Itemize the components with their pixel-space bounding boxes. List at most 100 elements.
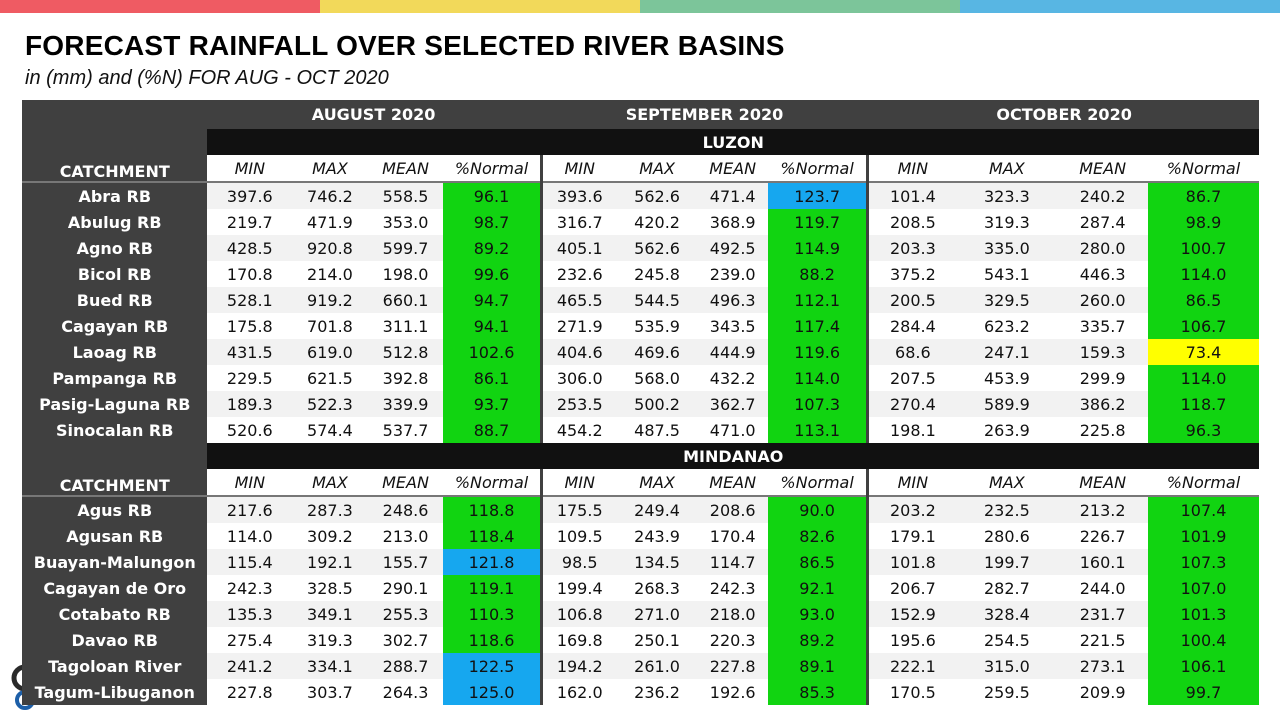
basin-name: Abra RB: [22, 181, 208, 209]
value-cell: 241.2: [207, 653, 293, 679]
table-row: Agusan RB 114.0 309.2 213.0 118.4 109.5 243.9 1…: [22, 523, 1259, 549]
percent-normal-cell: 119.6: [767, 339, 868, 365]
value-cell: 244.0: [1057, 575, 1148, 601]
basin-name: Cagayan de Oro: [22, 575, 208, 601]
value-cell: 170.8: [207, 261, 293, 287]
table-row: Davao RB 275.4 319.3 302.7 118.6 169.8 250.1 22…: [22, 627, 1259, 653]
catchment-header-block: CATCHMENT: [22, 100, 208, 182]
percent-normal-cell: 92.1: [767, 575, 868, 601]
percent-normal-cell: 114.0: [1147, 365, 1259, 391]
value-cell: 206.7: [866, 575, 957, 601]
value-cell: 222.1: [866, 653, 957, 679]
basin-name: Cagayan RB: [22, 313, 208, 339]
percent-normal-cell: 100.4: [1147, 627, 1259, 653]
value-cell: 198.0: [367, 261, 444, 287]
value-cell: 454.2: [539, 417, 617, 443]
column-header: MEAN: [697, 469, 768, 496]
column-header: MIN: [866, 469, 957, 496]
page-subtitle: in (mm) and (%N) FOR AUG - OCT 2020: [25, 67, 389, 89]
value-cell: 195.6: [866, 627, 957, 653]
value-cell: 68.6: [866, 339, 957, 365]
value-cell: 471.9: [292, 209, 368, 235]
value-cell: 302.7: [367, 627, 444, 653]
value-cell: 115.4: [207, 549, 293, 575]
region-label: MINDANAO: [207, 443, 1259, 469]
value-cell: 219.7: [207, 209, 293, 235]
value-cell: 134.5: [616, 549, 698, 575]
value-cell: 245.8: [616, 261, 698, 287]
column-header: MIN: [539, 155, 617, 182]
column-header: MAX: [616, 469, 698, 496]
value-cell: 420.2: [616, 209, 698, 235]
value-cell: 152.9: [866, 601, 957, 627]
percent-normal-cell: 106.1: [1147, 653, 1259, 679]
percent-normal-cell: 107.3: [1147, 549, 1259, 575]
column-header: MAX: [956, 469, 1058, 496]
value-cell: 660.1: [367, 287, 444, 313]
value-cell: 270.4: [866, 391, 957, 417]
value-cell: 319.3: [292, 627, 368, 653]
value-cell: 543.1: [956, 261, 1058, 287]
basin-name: Sinocalan RB: [22, 417, 208, 443]
basin-name: Agusan RB: [22, 523, 208, 549]
percent-normal-cell: 118.4: [443, 523, 542, 549]
value-cell: 221.5: [1057, 627, 1148, 653]
value-cell: 254.5: [956, 627, 1058, 653]
value-cell: 453.9: [956, 365, 1058, 391]
value-cell: 98.5: [539, 549, 617, 575]
value-cell: 334.1: [292, 653, 368, 679]
value-cell: 487.5: [616, 417, 698, 443]
value-cell: 114.0: [207, 523, 293, 549]
table-row: Tagoloan River 241.2 334.1 288.7 122.5 194.2 2…: [22, 653, 1259, 679]
basin-name: Pampanga RB: [22, 365, 208, 391]
value-cell: 393.6: [539, 181, 617, 209]
table-row: Abra RB 397.6 746.2 558.5 96.1 393.6 562.6 471.…: [22, 181, 1259, 209]
month-header: SEPTEMBER 2020: [539, 100, 868, 129]
top-color-bar: [0, 0, 1280, 13]
value-cell: 261.0: [616, 653, 698, 679]
value-cell: 135.3: [207, 601, 293, 627]
value-cell: 599.7: [367, 235, 444, 261]
value-cell: 471.0: [697, 417, 768, 443]
column-header: %Normal: [767, 155, 868, 182]
value-cell: 574.4: [292, 417, 368, 443]
column-header: MIN: [539, 469, 617, 496]
column-header: MAX: [292, 469, 368, 496]
value-cell: 192.6: [697, 679, 768, 705]
value-cell: 431.5: [207, 339, 293, 365]
percent-normal-cell: 123.7: [767, 181, 868, 209]
value-cell: 175.8: [207, 313, 293, 339]
table-row: Agno RB 428.5 920.8 599.7 89.2 405.1 562.6 492.…: [22, 235, 1259, 261]
percent-normal-cell: 119.1: [443, 575, 542, 601]
value-cell: 520.6: [207, 417, 293, 443]
value-cell: 220.3: [697, 627, 768, 653]
value-cell: 207.5: [866, 365, 957, 391]
value-cell: 471.4: [697, 181, 768, 209]
value-cell: 239.0: [697, 261, 768, 287]
column-header: %Normal: [443, 155, 542, 182]
value-cell: 343.5: [697, 313, 768, 339]
value-cell: 268.3: [616, 575, 698, 601]
value-cell: 288.7: [367, 653, 444, 679]
value-cell: 192.1: [292, 549, 368, 575]
percent-normal-cell: 98.9: [1147, 209, 1259, 235]
percent-normal-cell: 94.7: [443, 287, 542, 313]
percent-normal-cell: 88.7: [443, 417, 542, 443]
value-cell: 160.1: [1057, 549, 1148, 575]
value-cell: 621.5: [292, 365, 368, 391]
value-cell: 208.6: [697, 495, 768, 523]
table-row: Abulug RB 219.7 471.9 353.0 98.7 316.7 420.2 36…: [22, 209, 1259, 235]
value-cell: 432.2: [697, 365, 768, 391]
top-bar-segment-green: [640, 0, 960, 13]
value-cell: 214.0: [292, 261, 368, 287]
value-cell: 232.6: [539, 261, 617, 287]
value-cell: 218.0: [697, 601, 768, 627]
column-header: MAX: [292, 155, 368, 182]
value-cell: 162.0: [539, 679, 617, 705]
value-cell: 275.4: [207, 627, 293, 653]
value-cell: 444.9: [697, 339, 768, 365]
percent-normal-cell: 85.3: [767, 679, 868, 705]
column-header: %Normal: [1147, 469, 1259, 496]
percent-normal-cell: 107.0: [1147, 575, 1259, 601]
value-cell: 335.7: [1057, 313, 1148, 339]
